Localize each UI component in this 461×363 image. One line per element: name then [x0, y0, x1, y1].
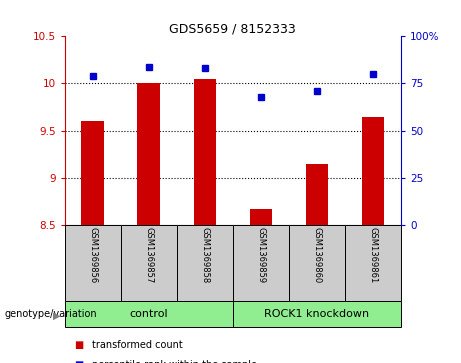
Text: control: control	[130, 309, 168, 319]
Text: GSM1369861: GSM1369861	[368, 227, 378, 284]
Bar	[306, 164, 328, 225]
Text: ■: ■	[74, 360, 83, 363]
Text: GSM1369857: GSM1369857	[144, 227, 153, 284]
Bar	[233, 225, 289, 301]
Bar	[177, 225, 233, 301]
Text: percentile rank within the sample: percentile rank within the sample	[92, 360, 257, 363]
Bar	[194, 79, 216, 225]
Bar	[65, 301, 233, 327]
Bar	[65, 225, 121, 301]
Text: ■: ■	[74, 340, 83, 350]
Text: ▶: ▶	[53, 311, 60, 321]
Text: GSM1369858: GSM1369858	[200, 227, 209, 284]
Text: GSM1369856: GSM1369856	[88, 227, 97, 284]
Bar	[82, 121, 104, 225]
Title: GDS5659 / 8152333: GDS5659 / 8152333	[170, 22, 296, 35]
Text: transformed count: transformed count	[92, 340, 183, 350]
Text: GSM1369859: GSM1369859	[256, 227, 266, 284]
Text: GSM1369860: GSM1369860	[313, 227, 321, 284]
Text: genotype/variation: genotype/variation	[5, 309, 97, 319]
Bar	[345, 225, 401, 301]
Bar	[137, 83, 160, 225]
Text: ROCK1 knockdown: ROCK1 knockdown	[264, 309, 370, 319]
Bar	[233, 301, 401, 327]
Bar	[362, 117, 384, 225]
Bar	[121, 225, 177, 301]
Bar	[250, 209, 272, 225]
Bar	[289, 225, 345, 301]
